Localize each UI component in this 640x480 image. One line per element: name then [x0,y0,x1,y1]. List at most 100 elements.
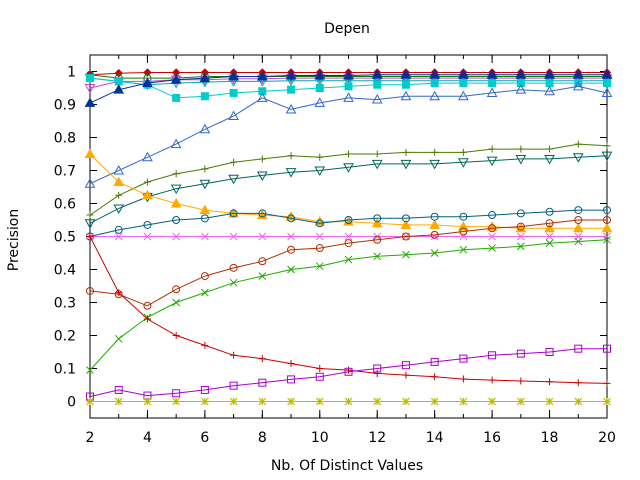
data-point [458,158,469,168]
data-point [601,222,613,233]
data-point [142,77,153,88]
data-point [228,110,239,121]
series-line [89,348,607,398]
data-point [601,87,613,97]
data-point [430,230,439,239]
data-point [574,397,583,406]
series-4 [86,74,611,102]
data-point [574,344,583,353]
data-point [603,216,611,224]
series-line [89,85,608,185]
data-point [373,397,382,406]
y-tick-label: 0.6 [54,197,76,213]
data-point [459,375,467,383]
data-point [230,351,238,359]
data-point [143,232,152,241]
data-point [603,232,611,241]
data-point [546,145,554,153]
data-point [114,397,123,406]
data-point [371,69,383,79]
data-point [488,232,496,241]
y-tick-label: 0.7 [54,164,76,180]
data-point [228,174,239,185]
data-point [430,357,439,366]
x-tick-label: 10 [311,430,329,446]
x-tick-label: 6 [200,430,209,446]
data-point [516,349,525,358]
data-point [544,222,555,233]
chart-title: Depen [324,21,370,37]
data-point [84,219,96,229]
data-point [400,90,412,101]
data-point [172,332,180,339]
data-point [258,355,266,363]
data-point [459,227,468,236]
x-tick-label: 16 [483,430,501,446]
data-point [545,219,554,228]
data-point [315,232,324,241]
data-point [459,354,468,363]
x-tick-label: 14 [426,430,444,446]
data-point [545,397,554,406]
y-tick-label: 0.1 [54,362,76,378]
data-point [574,216,583,224]
data-point [229,88,238,97]
data-point [199,204,211,215]
data-point [603,379,611,387]
data-point [200,214,209,223]
data-point [515,84,527,94]
data-point [199,179,211,190]
data-point [201,341,209,349]
data-point [315,262,324,271]
data-point [170,184,182,195]
data-point [488,351,497,360]
data-point [229,278,238,287]
data-point [113,164,125,175]
series-10 [86,206,611,241]
data-point [142,189,153,200]
data-point [545,348,554,356]
data-point [200,92,209,101]
series-line [89,155,608,224]
data-point [401,232,410,241]
data-point [113,204,125,214]
series-line [89,209,607,237]
data-point [488,145,496,153]
data-point [200,385,209,394]
y-tick-label: 0.8 [54,131,76,147]
y-tick-label: 0.5 [54,230,76,246]
data-point [545,207,554,216]
data-point [603,142,611,150]
data-point [229,397,238,406]
data-point [287,214,296,223]
data-point [401,361,410,370]
data-point [488,397,497,406]
data-point [373,80,382,89]
data-point [429,219,441,229]
x-tick-label: 18 [541,430,559,446]
data-point [258,87,267,96]
data-point [545,239,554,247]
data-point [371,94,383,104]
series-9 [84,148,613,233]
data-point [345,150,352,158]
data-point [546,378,554,386]
data-point [258,272,267,280]
data-point [373,235,382,244]
data-point [402,250,410,259]
data-point [256,171,268,181]
data-point [459,148,467,156]
data-point [603,344,611,353]
data-point [574,237,583,246]
data-point [430,212,439,221]
data-point [143,301,152,310]
data-point [574,206,583,215]
series-11 [86,232,611,241]
data-point [459,79,468,88]
data-point [572,69,584,79]
data-point [343,163,354,173]
data-point [258,397,267,406]
data-point [84,148,96,158]
data-point [344,232,353,241]
data-point [344,239,353,248]
